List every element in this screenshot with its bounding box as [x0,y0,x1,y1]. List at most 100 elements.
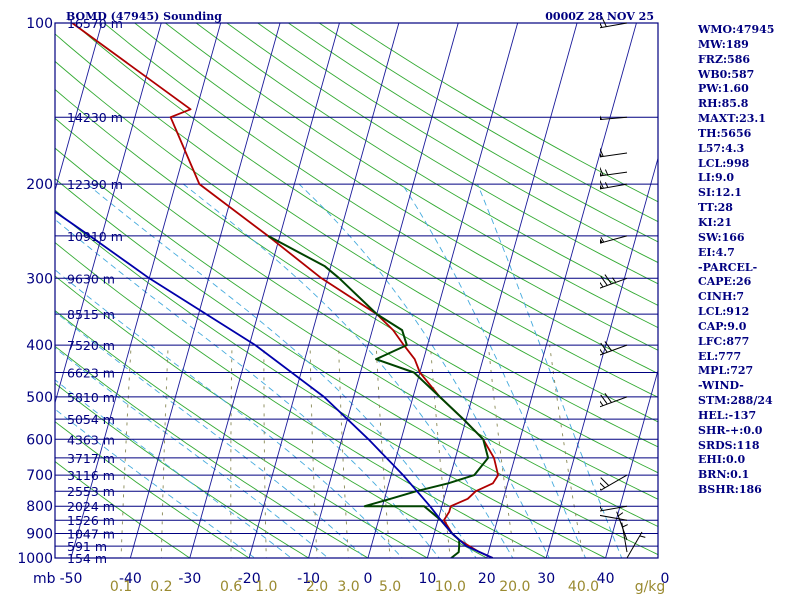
wind-barb [626,531,646,559]
height-label: 7520 m [67,338,115,353]
height-label: 154 m [67,551,107,566]
pressure-tick-label: 800 [26,499,53,515]
index-item: STM:288/24 [698,394,773,408]
index-item: MW:189 [698,37,749,51]
dry-adiabat-line [55,275,488,558]
station-title: BOMD (47945) Sounding [66,10,222,23]
mixing-ratio-label: 5.0 [379,579,401,595]
wind-barb [600,474,628,491]
temperature-tick-label: 0 [364,571,373,587]
wind-barb [600,166,628,177]
pressure-tick-label: 100 [26,16,53,32]
isotherm-line [55,23,162,405]
mixing-ratio-label: 40.0 [568,579,599,595]
height-label: 4363 m [67,432,115,447]
height-label: 5054 m [67,412,115,427]
moist-adiabat-line [401,183,587,558]
pressure-tick-label: 200 [26,177,53,193]
index-item: LCL:998 [698,156,750,170]
index-item: CAPE:26 [698,275,752,289]
moist-adiabat-line [183,183,514,558]
index-item: RH:85.8 [698,97,749,111]
isotherm-line [55,23,103,193]
temperature-tick-label: -50 [60,571,83,587]
isotherm-line [248,23,400,558]
index-item: LCL:912 [698,305,750,319]
isotherm-line [129,23,281,558]
index-item: SW:166 [698,230,745,244]
isotherm-line [189,23,340,558]
index-item: -WIND- [698,379,744,393]
height-label: 6623 m [67,366,115,381]
index-item: WMO:47945 [698,23,775,36]
height-label: 1047 m [67,527,115,542]
indices-panel: WMO:47945 MW:189 FRZ:586 WB0:587 PW:1.60 RH:8… [698,23,798,498]
index-item: SI:12.1 [698,186,742,200]
index-item: LFC:877 [698,334,750,348]
moist-adiabat-line [55,347,329,558]
index-item: SHR-+:0.0 [698,423,763,437]
index-item: -PARCEL- [698,260,758,274]
index-item: BRN:0.1 [698,468,750,482]
pressure-tick-label: 900 [26,527,53,543]
isotherm-line [70,23,222,558]
index-item: MAXT:23.1 [698,112,766,126]
pressure-tick-label: 400 [26,338,53,354]
sounding-series [55,23,499,558]
temperature-tick-label: -30 [178,571,201,587]
wind-barb [600,16,628,29]
mixing-ratio-label: 0.6 [220,579,242,595]
index-item: WB0:587 [698,67,755,81]
height-label: 16570 m [67,16,123,31]
wind-barb [600,514,628,521]
mixing-ratio-label: 20.0 [499,579,530,595]
index-item: TH:5656 [698,126,752,140]
pressure-tick-label: 1000 [17,551,53,567]
temperature-tick-label: -40 [119,571,142,587]
wind-barb [600,341,628,356]
moist-adiabat-line [86,183,477,558]
index-item: L57:4.3 [698,141,745,155]
mixing-ratio-unit: g/kg [635,579,666,595]
index-item: EI:4.7 [698,245,735,259]
temperature-tick-label: 30 [537,571,555,587]
wind-barb [600,274,628,289]
pressure-unit-label: mb [33,571,56,587]
index-item: HEL:-137 [698,408,757,422]
height-label: 8515 m [67,307,115,322]
temperature-tick-label: 40 [597,571,615,587]
mixing-ratio-label: 0.1 [110,579,132,595]
dry-adiabat-line [55,309,429,558]
index-item: BSHR:186 [698,483,762,497]
wind-barb [600,147,628,158]
height-label: 1526 m [67,513,115,528]
pressure-tick-label: 300 [26,271,53,287]
height-label: 5810 m [67,390,115,405]
temperature-tick-label: -20 [238,571,261,587]
pressure-tick-label: 700 [26,468,53,484]
height-label: 10910 m [67,229,123,244]
pressure-tick-label: 500 [26,390,53,406]
dry-adiabat-line [55,345,369,558]
index-item: KI:21 [698,215,733,229]
isotherm-line [426,23,578,558]
plot-frame [54,22,659,559]
index-item: EHI:0.0 [698,453,746,467]
index-item: EL:777 [698,349,742,363]
mixing-ratio-label: 0.2 [150,579,172,595]
height-label: 3116 m [67,468,115,483]
isotherm-line [486,23,637,558]
moist-adiabat-line [55,408,256,558]
isotherm-line [605,368,658,558]
wind-barb [600,235,628,244]
dry-adiabat-line [55,460,191,558]
wind-barb [600,393,628,408]
height-label: 591 m [67,539,107,554]
moist-adiabat-line [55,379,292,558]
mixing-ratio-label: 2.0 [306,579,328,595]
moist-adiabat-line [55,269,403,558]
wind-barb [600,179,628,190]
wind-barbs [600,16,646,559]
temperature-tick-label: 20 [478,571,496,587]
